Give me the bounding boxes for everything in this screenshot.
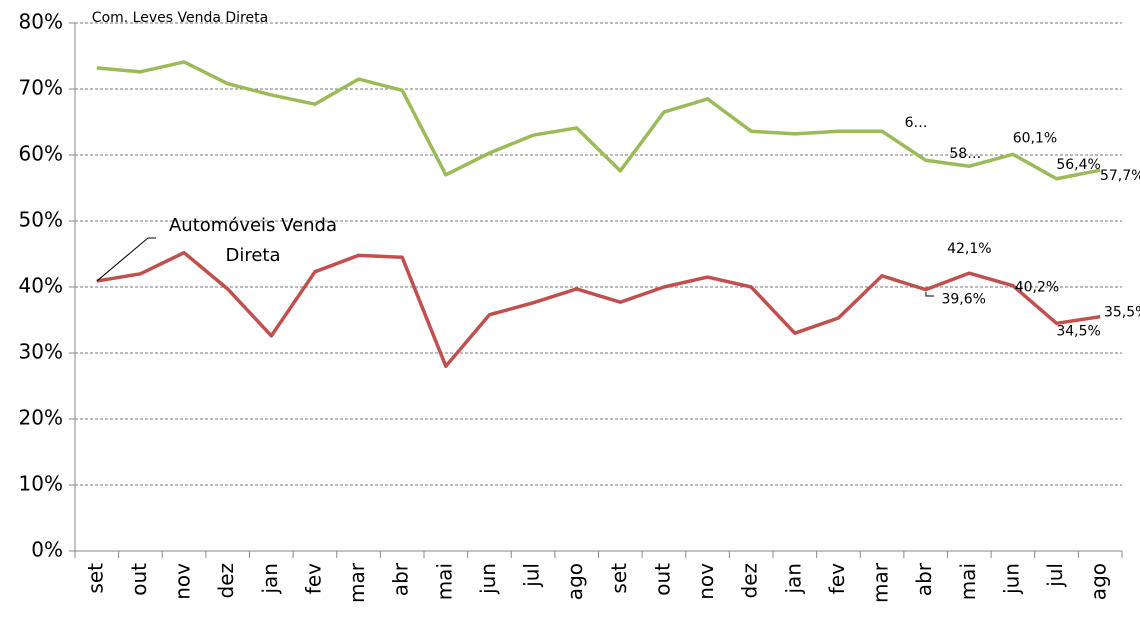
data-label: 35,5% — [1104, 305, 1140, 321]
x-tick-label: ago — [563, 563, 587, 600]
series-label: Automóveis Venda Direta — [168, 215, 338, 266]
y-tick-label: 10% — [19, 472, 63, 496]
y-tick-label: 40% — [19, 274, 63, 298]
x-tick-label: out — [650, 563, 674, 596]
data-label: 34,5% — [1056, 323, 1100, 339]
data-label: 57,7% — [1100, 168, 1140, 184]
data-label: 40,2% — [1015, 280, 1059, 296]
x-tick-label: abr — [912, 562, 936, 596]
data-label: 58… — [949, 146, 981, 162]
leader-line — [925, 292, 934, 297]
x-tick-label: mar — [345, 562, 369, 603]
series-line — [96, 250, 1101, 368]
x-tick-label: mai — [956, 563, 980, 600]
x-tick-label: jan — [258, 563, 282, 595]
y-tick-label: 70% — [19, 76, 63, 100]
y-tick-label: 30% — [19, 340, 63, 364]
series-line — [96, 60, 1101, 181]
leader-line — [96, 237, 156, 282]
data-label: 56,4% — [1056, 157, 1100, 173]
x-tick-label: jun — [999, 563, 1023, 595]
y-tick-label: 60% — [19, 142, 63, 166]
x-tick-label: set — [83, 563, 107, 594]
x-tick-label: out — [127, 563, 151, 596]
x-tick-label: ago — [1087, 563, 1111, 600]
data-label: 39,6% — [941, 292, 985, 308]
x-tick-label: jul — [1043, 563, 1067, 588]
y-tick-label: 0% — [31, 538, 63, 562]
x-tick-label: mar — [869, 562, 893, 603]
x-tick-label: nov — [694, 563, 718, 600]
x-tick-label: abr — [389, 562, 413, 596]
data-label: 42,1% — [947, 241, 991, 257]
x-tick-label: mai — [432, 563, 456, 600]
x-tick-label: nov — [171, 563, 195, 600]
x-tick-label: jan — [781, 563, 805, 595]
x-tick-label: set — [607, 563, 631, 594]
x-tick-label: fev — [301, 563, 325, 594]
series-label: Com. Leves Venda Direta — [91, 10, 269, 26]
y-tick-label: 20% — [19, 406, 63, 430]
x-tick-label: jun — [476, 563, 500, 595]
data-label: 6… — [905, 115, 928, 131]
y-tick-label: 50% — [19, 208, 63, 232]
data-label: 60,1% — [1013, 130, 1057, 146]
x-tick-label: dez — [214, 563, 238, 599]
x-tick-label: jul — [520, 563, 544, 588]
x-tick-label: dez — [738, 563, 762, 599]
y-tick-label: 80% — [19, 10, 63, 34]
x-tick-label: fev — [825, 563, 849, 594]
